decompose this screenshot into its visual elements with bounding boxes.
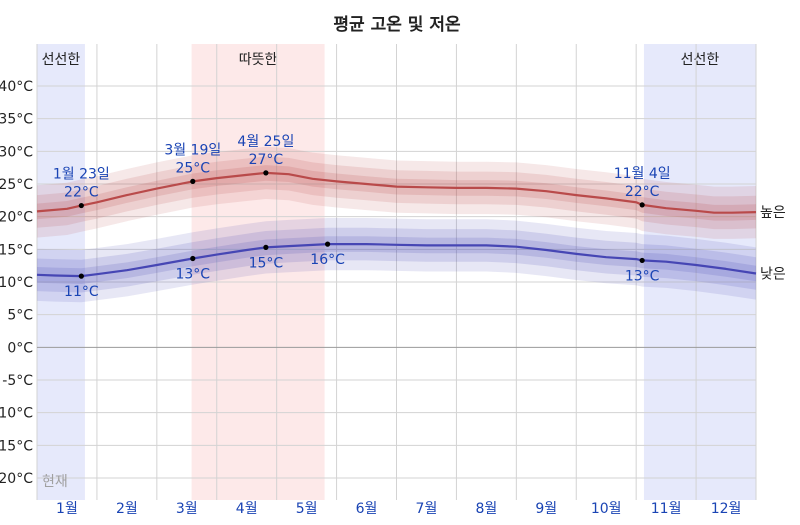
callout-dot [324, 241, 331, 247]
month-label: 10월 [591, 501, 622, 517]
callout-dot [78, 202, 84, 209]
y-tick-label: 5°C [7, 308, 33, 324]
month-label: 8월 [475, 501, 497, 517]
callout-date: 11월 4일 [614, 166, 671, 182]
callout-value: 11°C [64, 284, 99, 300]
chart-title: 평균 고온 및 저온 [333, 15, 461, 35]
y-tick-label: 35°C [0, 112, 33, 128]
callout-value: 15°C [249, 255, 284, 271]
series-line [36, 171, 757, 214]
month-label: 1월 [56, 501, 78, 517]
callout-date: 4월 25일 [237, 134, 294, 150]
y-tick-label: -15°C [0, 438, 33, 454]
x-axis-months: 1월 2월 3월 4월 5월 6월 7월 8월 9월 10월 11월 12월 [56, 501, 741, 517]
month-label: 9월 [535, 501, 557, 517]
y-tick-label: -10°C [0, 406, 33, 422]
callout-value: 16°C [310, 252, 345, 268]
series-end-label: 낮은 [760, 267, 786, 283]
now-label: 현재 [42, 474, 68, 490]
season-label-cool: 선선한 [681, 52, 720, 68]
callout-value: 13°C [625, 268, 660, 284]
series-band [37, 236, 756, 284]
callout-value: 22°C [625, 184, 660, 200]
month-label: 3월 [176, 501, 198, 517]
callouts-layer: 22°C 1월 23일 25°C 3월 19일 27°C 4월 25일 22°C 11월 4일… [53, 134, 671, 300]
callout-date: 1월 23일 [53, 167, 110, 183]
callout-dot [639, 257, 645, 264]
season-label-cool: 선선한 [42, 52, 81, 68]
y-tick-label: 30°C [0, 144, 33, 160]
y-tick-label: 25°C [0, 177, 33, 193]
month-label: 7월 [416, 501, 438, 517]
season-band-warm [191, 44, 325, 500]
month-label: 2월 [116, 501, 138, 517]
month-label: 4월 [236, 501, 258, 517]
callout-value: 25°C [175, 160, 210, 176]
month-label: 5월 [296, 501, 318, 517]
callout-dot [190, 255, 196, 262]
callout-date: 3월 19일 [164, 142, 221, 158]
callout-dot [78, 273, 84, 279]
y-tick-label: 10°C [0, 275, 33, 291]
series-band [37, 218, 756, 303]
callout-dot [263, 244, 269, 250]
y-tick-label: -5°C [2, 373, 33, 389]
y-tick-label: 15°C [0, 242, 33, 258]
gridlines [36, 44, 757, 500]
callout-dot [639, 202, 645, 208]
callout-dot [190, 178, 196, 184]
y-tick-label: 40°C [0, 79, 33, 95]
y-tick-label: -20°C [0, 471, 33, 487]
callout-value: 27°C [249, 152, 284, 168]
month-label: 12월 [711, 501, 742, 517]
y-axis-ticks: 40°C 35°C 30°C 25°C 20°C 15°C 10°C 5°C 0°C -5°C -1… [0, 79, 33, 487]
y-tick-label: 20°C [0, 210, 33, 226]
callout-value: 22°C [64, 185, 99, 201]
callout-value: 13°C [175, 266, 210, 282]
season-label-warm: 따뜻한 [239, 52, 278, 68]
series-line [36, 243, 757, 278]
season-band-cool [37, 44, 85, 500]
month-label: 6월 [356, 501, 378, 517]
season-bands: 선선한 따뜻한 선선한 [37, 44, 756, 500]
series-band [37, 156, 756, 230]
month-label: 11월 [651, 501, 682, 517]
y-tick-label: 0°C [7, 340, 33, 356]
series-end-label: 높은 [760, 205, 786, 221]
season-band-cool [643, 44, 756, 500]
series-band [37, 227, 756, 293]
series-band [37, 146, 756, 239]
callout-dot [263, 170, 269, 176]
